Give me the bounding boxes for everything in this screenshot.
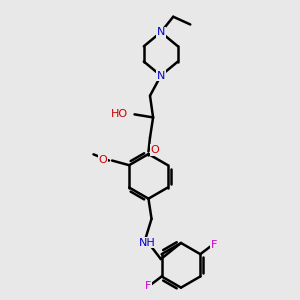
Text: N: N [157,27,165,37]
Text: F: F [145,281,152,291]
Text: O: O [99,155,107,165]
Text: N: N [157,70,165,81]
Text: F: F [211,240,217,250]
Text: NH: NH [139,238,155,248]
Text: O: O [150,145,159,155]
Text: HO: HO [111,110,128,119]
